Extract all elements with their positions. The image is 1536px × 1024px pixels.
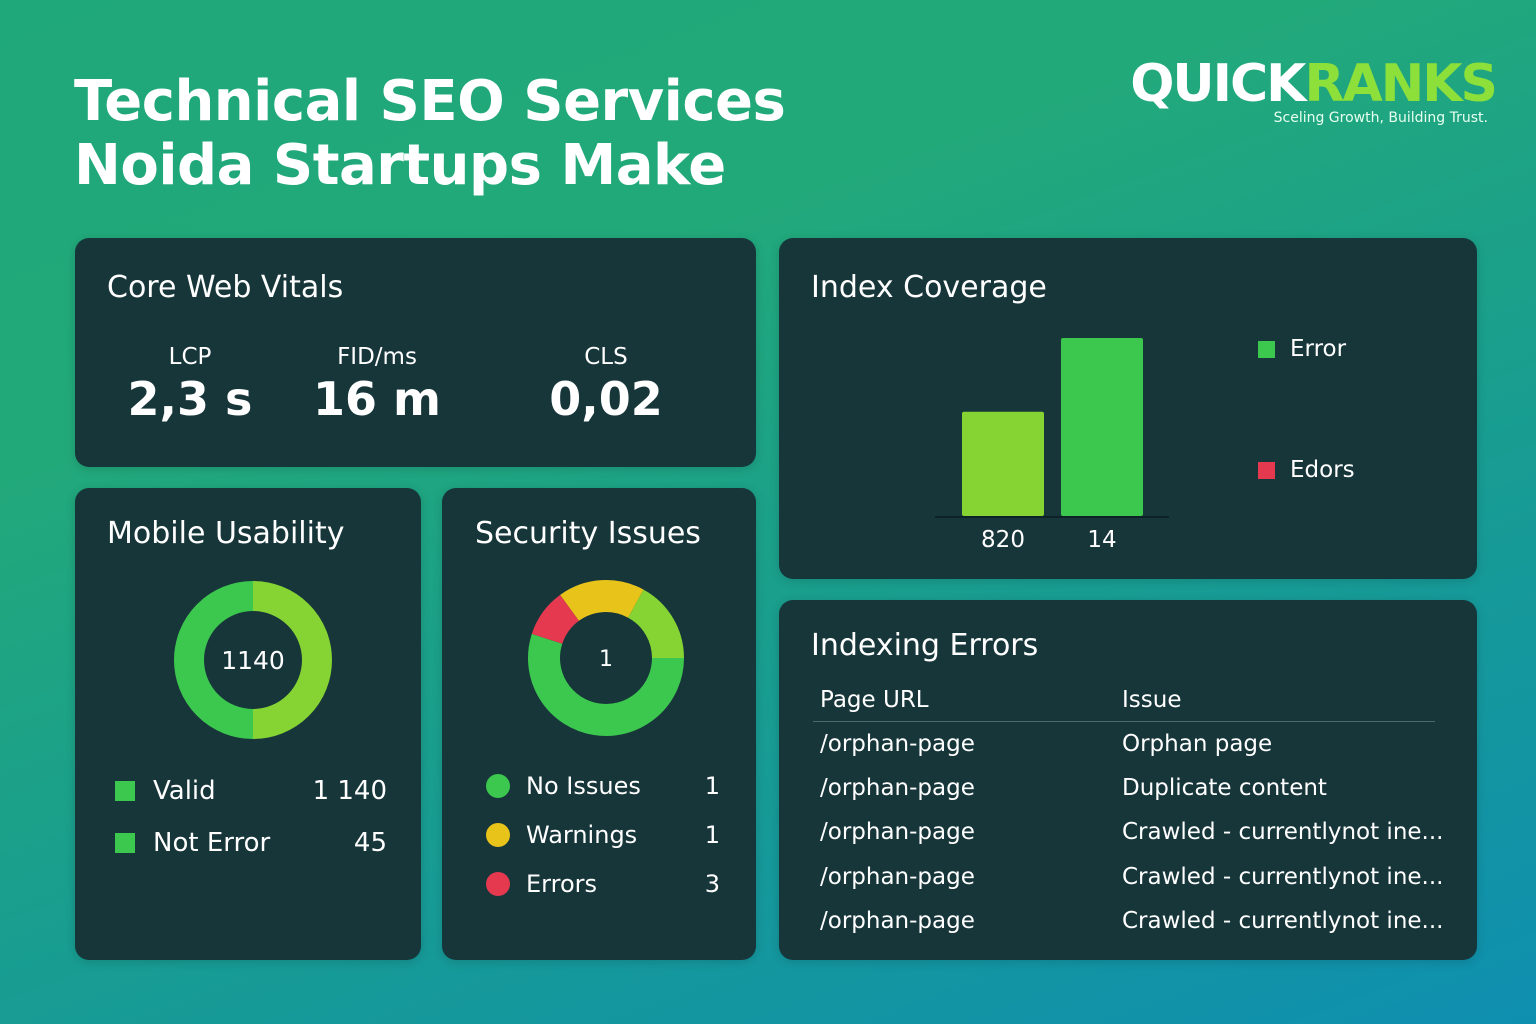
donut-center-value: 1140 [221,646,285,675]
logo-part-quick: QUICK [1130,54,1306,114]
legend-label: Error [1290,336,1347,362]
brand-tagline: Sceling Growth, Building Trust. [1273,110,1488,126]
metric-fid: FID/ms 16 m [287,344,467,426]
metric-value: 0,02 [549,372,663,426]
legend-swatch [1258,461,1275,479]
table-cell-url[interactable]: /orphan-page [820,908,975,934]
legend-label: Not Error [153,828,271,858]
card-title: Core Web Vitals [107,270,344,305]
donut-slice-no-issues [528,633,684,736]
legend-label: Valid [153,776,216,806]
index-coverage-card: Index Coverage 820 14 Error Edors [779,238,1477,579]
legend-item-not-error: Not Error [115,828,270,858]
legend-dot [486,774,510,798]
legend-dot [486,872,510,896]
bar-label: 820 [981,527,1025,553]
table-cell-url[interactable]: /orphan-page [820,775,975,801]
donut-slice-not-error [174,581,254,739]
indexing-errors-card: Indexing Errors Page URL Issue /orphan-p… [779,600,1477,960]
card-title: Index Coverage [811,270,1047,305]
core-web-vitals-card: Core Web Vitals LCP 2,3 s FID/ms 16 m CL… [75,238,756,467]
column-header-issue: Issue [1122,687,1182,713]
page-title: Technical SEO Services Noida Startups Ma… [74,69,786,198]
table-header-divider [813,721,1435,722]
donut-slice-errors [531,594,580,645]
table-cell-issue: Duplicate content [1122,775,1327,801]
table-cell-issue: Orphan page [1122,731,1273,757]
security-issues-card: Security Issues 1 No Issues 1 Warnings 1… [442,488,756,960]
legend-label: Warnings [526,821,638,849]
bar-label: 14 [1087,527,1116,553]
metric-value: 2,3 s [127,372,253,426]
legend-item-valid: Valid [115,776,216,806]
logo-wordmark: QUICKRANKS [1124,54,1498,114]
mobile-usability-card: Mobile Usability 1140 Valid 1 140 Not Er… [75,488,421,960]
legend-value: 45 [353,828,387,858]
table-cell-url[interactable]: /orphan-page [820,864,975,890]
table-cell-url[interactable]: /orphan-page [820,819,975,845]
bar-14 [1061,338,1143,516]
page-title-line-2: Noida Startups Make [74,133,726,198]
legend-swatch [115,833,135,853]
donut-slice-valid [252,581,332,739]
metric-label: CLS [584,344,628,370]
metric-cls: CLS 0,02 [516,344,696,426]
legend-label: Errors [526,870,598,898]
donut-slice-no-issues [627,589,684,659]
legend-item-warnings: Warnings [486,821,637,849]
page-title-line-1: Technical SEO Services [74,69,786,134]
legend-value: 3 [704,870,720,898]
brand-logo: QUICKRANKS Sceling Growth, Building Trus… [1124,54,1498,126]
index-coverage-chart: 820 14 [935,338,1169,553]
legend-item-edors: Edors [1258,457,1355,483]
legend-swatch [115,781,135,801]
legend-dot [486,823,510,847]
metric-lcp: LCP 2,3 s [100,344,280,426]
donut-center-value: 1 [599,647,613,672]
metric-value: 16 m [313,372,441,426]
legend-item-error: Error [1258,336,1346,362]
donut-slice-warnings [560,580,644,622]
table-cell-url[interactable]: /orphan-page [820,731,975,757]
table-cell-issue: Crawled - currentlynot ine... [1122,908,1444,934]
legend-label: Edors [1290,457,1355,483]
metric-label: LCP [168,344,212,370]
legend-value: 1 [704,772,720,800]
card-title: Indexing Errors [811,628,1039,663]
bar-820 [962,411,1044,516]
legend-label: No Issues [526,772,641,800]
security-issues-donut: 1 [528,580,684,736]
table-cell-issue: Crawled - currentlynot ine... [1122,864,1444,890]
mobile-usability-donut: 1140 [174,581,332,739]
legend-value: 1 [704,821,720,849]
legend-value: 1 140 [312,776,387,806]
table-cell-issue: Crawled - currentlynot ine... [1122,819,1444,845]
metric-label: FID/ms [337,344,417,370]
legend-swatch [1258,340,1275,358]
legend-item-no-issues: No Issues [486,772,641,800]
column-header-page-url: Page URL [820,687,929,713]
card-title: Security Issues [475,516,701,551]
legend-item-errors: Errors [486,870,597,898]
card-title: Mobile Usability [107,516,345,551]
logo-part-ranks: RANKS [1304,54,1498,114]
